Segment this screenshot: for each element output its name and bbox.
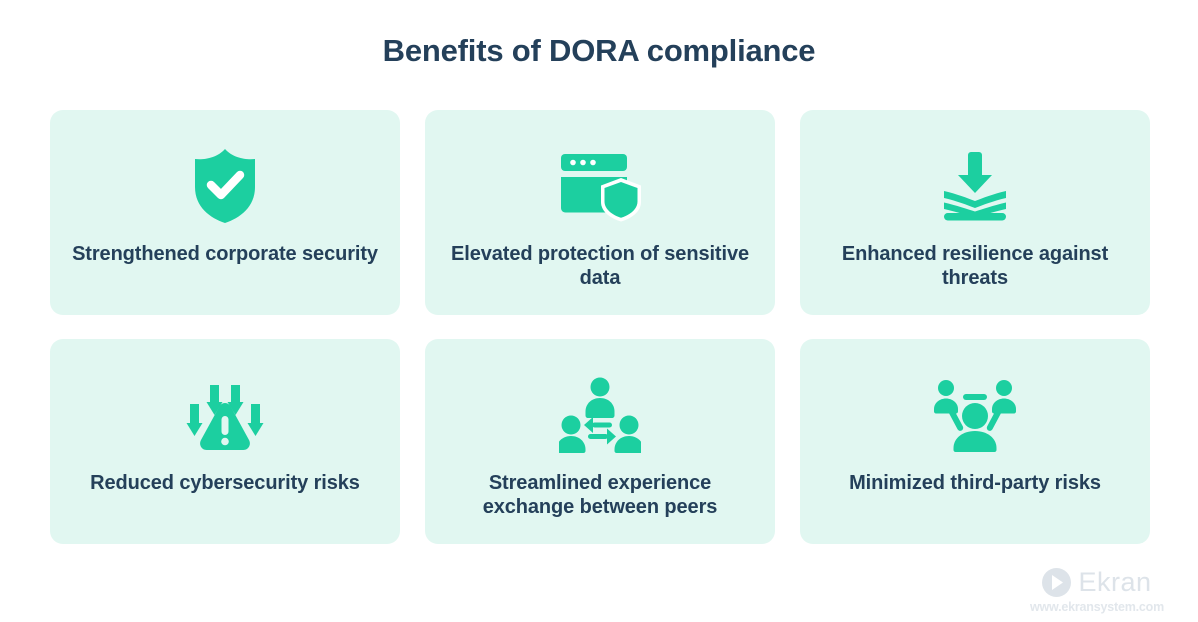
benefit-card-label: Minimized third-party risks xyxy=(849,472,1101,494)
benefits-grid: Strengthened corporate security Elevated… xyxy=(50,110,1150,544)
people-group-icon xyxy=(800,371,1150,459)
watermark-brand: Ekran xyxy=(1078,567,1152,597)
watermark-logo: Ekran xyxy=(1042,568,1151,597)
benefit-card-enhanced-resilience-threats: Enhanced resilience against threats xyxy=(800,110,1150,315)
ekran-logo-icon xyxy=(1042,568,1072,597)
benefit-card-strengthened-corporate-security: Strengthened corporate security xyxy=(50,110,400,315)
benefit-card-label: Reduced cybersecurity risks xyxy=(90,472,360,494)
benefit-card-reduced-cybersecurity-risks: Reduced cybersecurity risks xyxy=(50,339,400,544)
benefit-card-streamlined-experience-exchange: Streamlined experience exchange between … xyxy=(425,339,775,544)
page-title: Benefits of DORA compliance xyxy=(382,33,816,68)
benefit-card-elevated-protection-sensitive-data: Elevated protection of sensitive data xyxy=(425,110,775,315)
warning-triangle-arrows-down-icon xyxy=(50,371,400,459)
people-exchange-icon xyxy=(425,371,775,459)
browser-shield-icon xyxy=(425,142,775,230)
benefit-card-label: Streamlined experience exchange between … xyxy=(482,472,718,519)
benefit-card-label: Enhanced resilience against threats xyxy=(841,243,1109,290)
watermark: Ekran www.ekransystem.com xyxy=(1012,568,1182,614)
watermark-url: www.ekransystem.com xyxy=(1030,600,1164,614)
benefit-card-label: Elevated protection of sensitive data xyxy=(451,243,749,290)
benefit-card-minimized-third-party-risks: Minimized third-party risks xyxy=(800,339,1150,544)
arrow-down-layers-icon xyxy=(800,142,1150,230)
benefit-card-label: Strengthened corporate security xyxy=(72,243,378,265)
shield-check-icon xyxy=(50,142,400,230)
